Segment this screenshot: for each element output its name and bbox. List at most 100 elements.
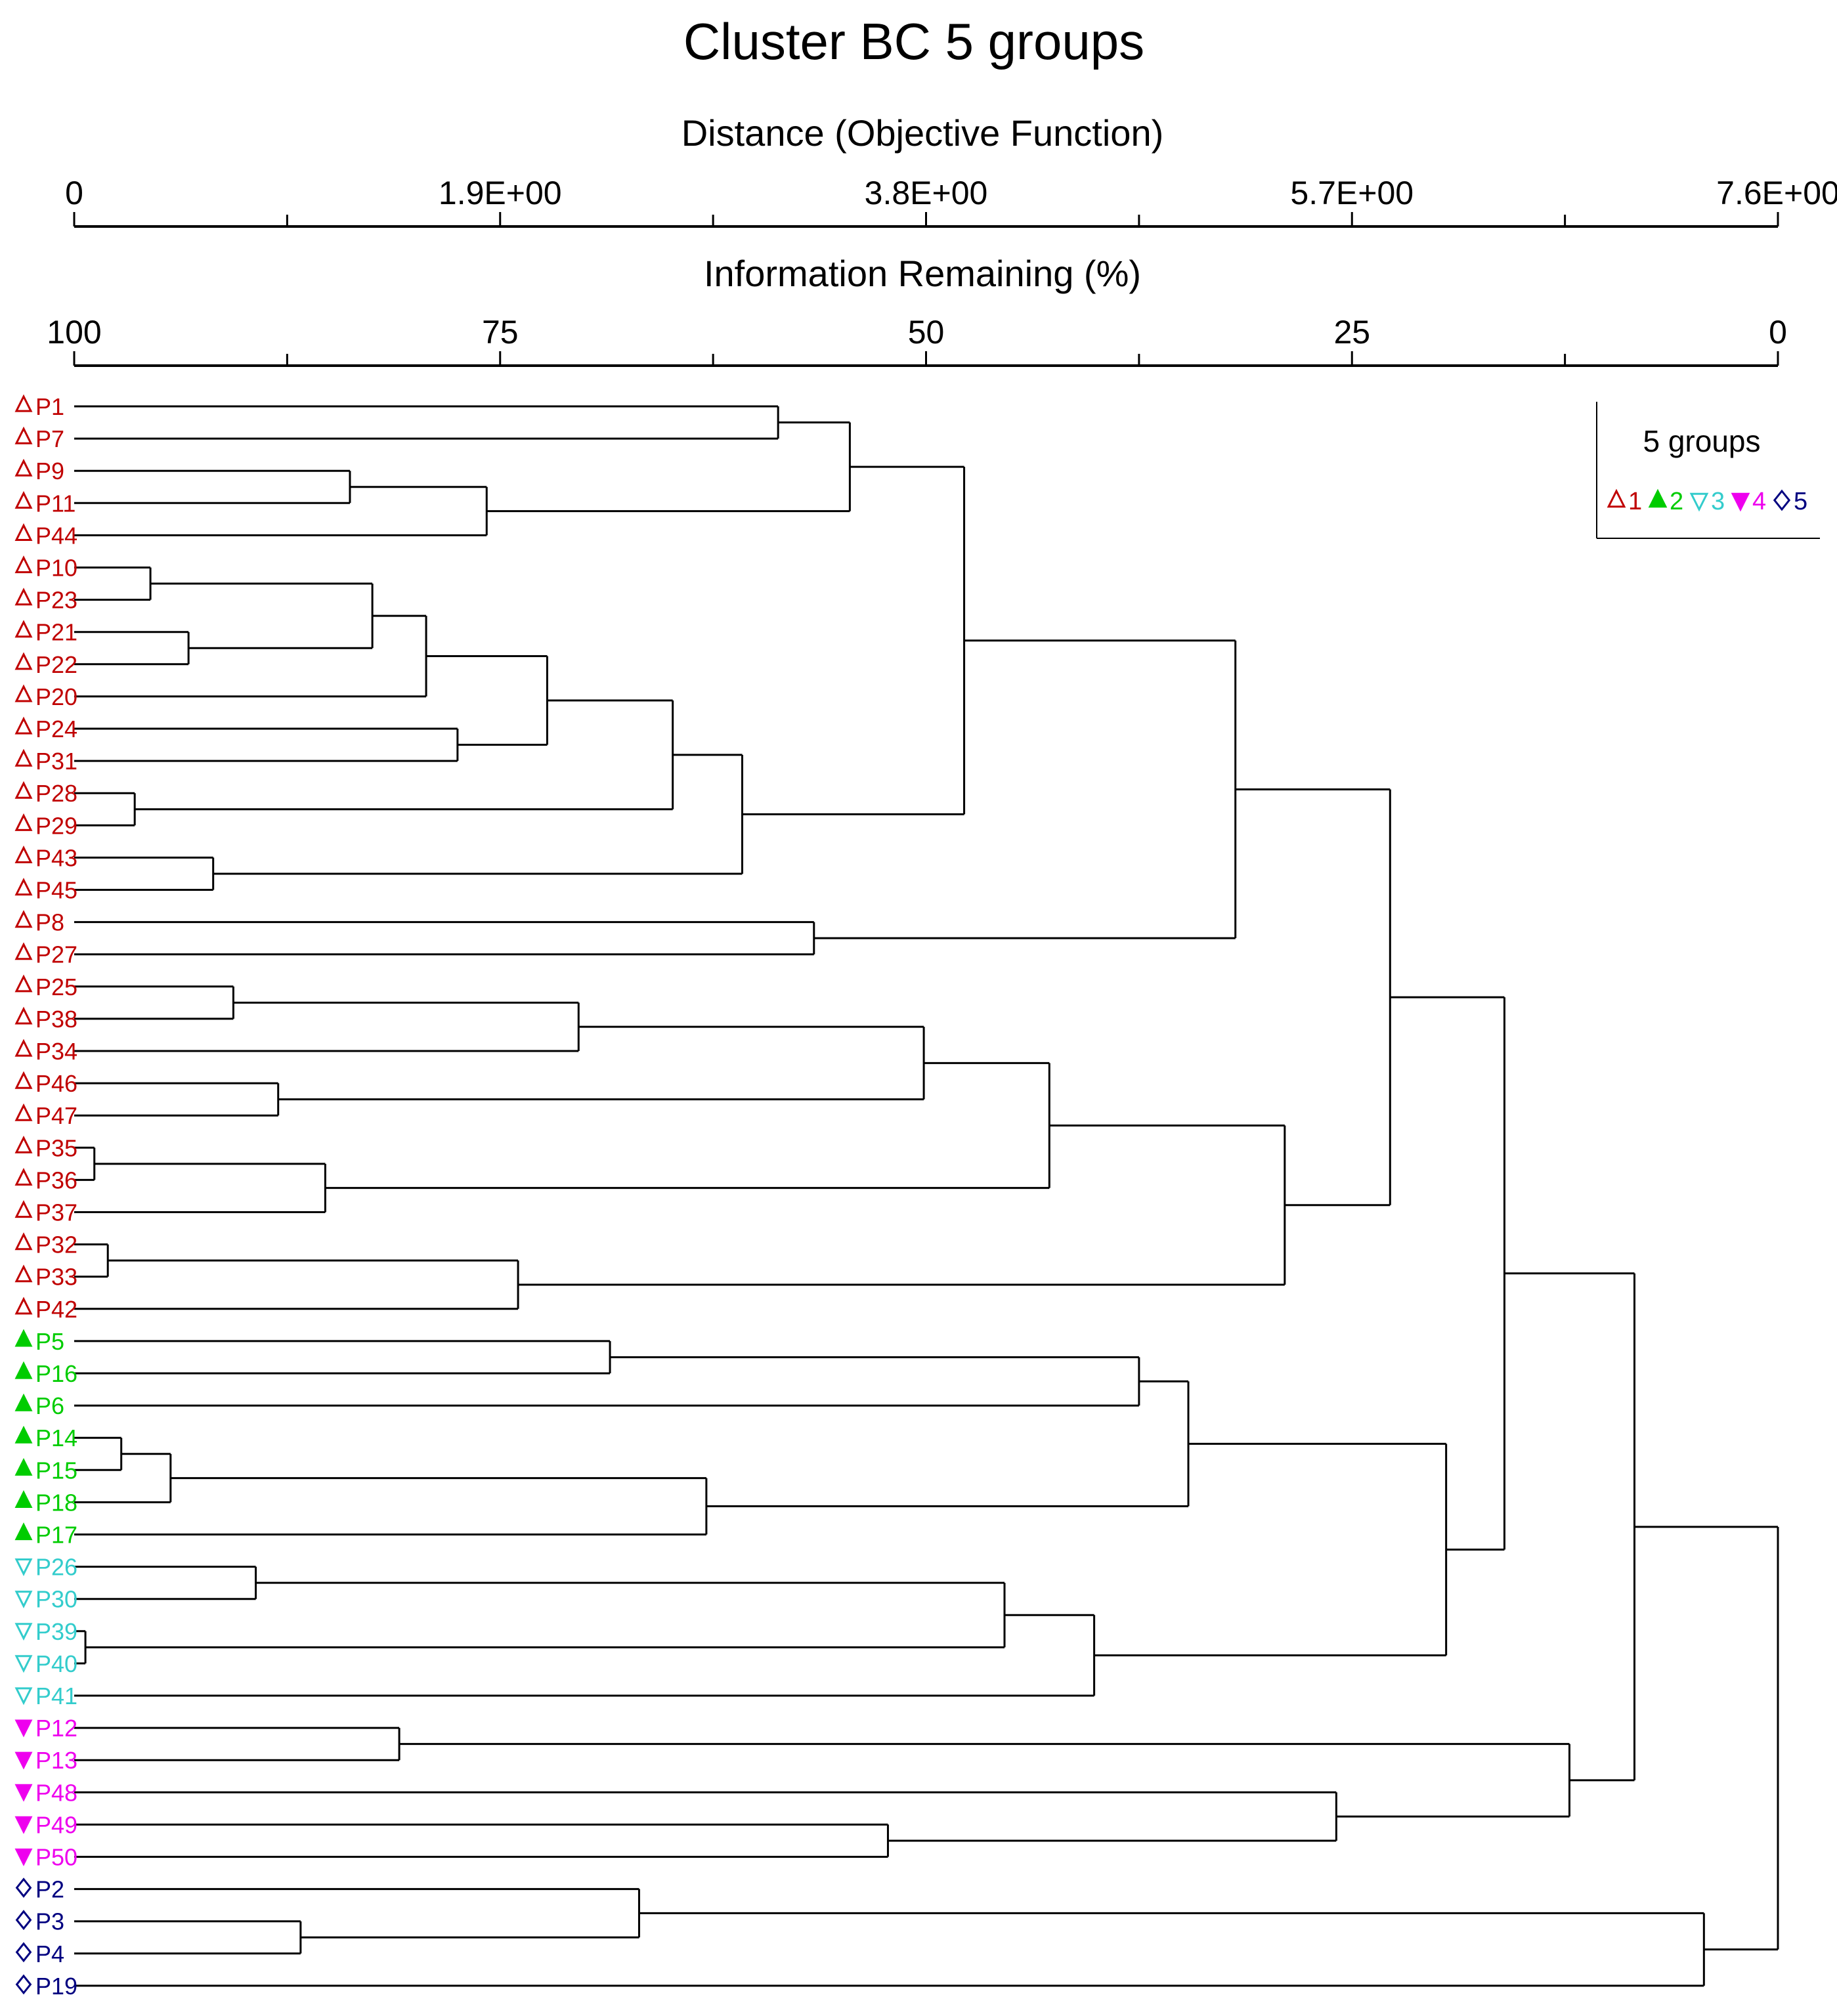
- merge-m30: [74, 1436, 123, 1471]
- leaf-symbol-p22: [14, 652, 33, 670]
- leaf-symbol-p8: [14, 910, 33, 928]
- merge-m1: [74, 405, 779, 440]
- leaf-label-p44: P44: [35, 522, 77, 549]
- leaf-symbol-p5: [14, 1329, 33, 1347]
- leaf-label-p49: P49: [35, 1811, 77, 1838]
- leaf-label-p28: P28: [35, 780, 77, 807]
- leaf-label-p20: P20: [35, 683, 77, 710]
- leaf-label-p25: P25: [35, 974, 77, 1000]
- merge-m23: [74, 1163, 326, 1213]
- leaf-symbol-p39: [14, 1623, 33, 1641]
- leaf-label-p37: P37: [35, 1199, 77, 1226]
- leaf-symbol-p23: [14, 588, 33, 606]
- merge-m32: [74, 1477, 708, 1535]
- leaf-symbol-p37: [14, 1200, 33, 1218]
- leaf-symbol-p19: [15, 1974, 32, 1995]
- merge-m3: [74, 486, 488, 536]
- leaf-symbol-p28: [14, 781, 33, 799]
- leaf-label-p16: P16: [35, 1360, 77, 1387]
- dendrogram-tree: [74, 405, 1779, 1987]
- legend-label-group-1: 1: [1628, 488, 1642, 515]
- merge-m4: [486, 421, 851, 513]
- leaf-label-p10: P10: [35, 555, 77, 582]
- leaf-symbol-p24: [14, 716, 33, 735]
- merge-m45: [1504, 1272, 1635, 1782]
- leaf-symbol-p47: [14, 1103, 33, 1121]
- merge-m9: [74, 727, 459, 762]
- leaf-label-p17: P17: [35, 1522, 77, 1549]
- leaf-symbol-p2: [15, 1877, 32, 1898]
- leaf-label-p8: P8: [35, 909, 64, 936]
- distance-tick-label-0: 0: [65, 175, 83, 211]
- merge-m14: [213, 754, 744, 875]
- leaf-label-p48: P48: [35, 1779, 77, 1806]
- leaf-symbol-p30: [14, 1591, 33, 1609]
- information-axis-title: Information Remaining (%): [704, 253, 1141, 294]
- leaf-symbol-p46: [14, 1071, 33, 1089]
- leaf-label-p3: P3: [35, 1908, 64, 1935]
- information-tick-label-2: 50: [908, 314, 945, 351]
- merge-m38: [1094, 1442, 1448, 1657]
- leaf-label-p30: P30: [35, 1586, 77, 1613]
- distance-tick-label-2: 3.8E+00: [865, 175, 988, 211]
- merge-m20: [74, 1082, 280, 1117]
- merge-m11: [74, 792, 136, 826]
- leaf-label-p41: P41: [35, 1683, 77, 1709]
- leaf-label-p27: P27: [35, 941, 77, 968]
- legend-symbol-group-5: [1773, 489, 1791, 511]
- leaf-label-p34: P34: [35, 1038, 77, 1065]
- leaf-symbol-p31: [14, 748, 33, 767]
- merge-m16: [74, 921, 815, 956]
- leaf-symbol-p12: [14, 1719, 33, 1738]
- merge-m49: [1634, 1526, 1779, 1951]
- distance-axis-title: Distance (Objective Function): [681, 112, 1164, 154]
- leaf-label-p5: P5: [35, 1328, 64, 1355]
- leaf-symbol-p25: [14, 974, 33, 993]
- leaf-label-p23: P23: [35, 587, 77, 614]
- leaf-symbol-p33: [14, 1264, 33, 1283]
- leaf-label-p31: P31: [35, 748, 77, 775]
- leaf-label-p11: P11: [35, 490, 76, 517]
- leaf-symbol-p35: [14, 1135, 33, 1153]
- leaf-symbol-p17: [14, 1522, 33, 1541]
- distance-tick-label-3: 5.7E+00: [1290, 175, 1414, 211]
- merge-m41: [74, 1726, 400, 1761]
- leaf-label-p40: P40: [35, 1650, 77, 1677]
- leaf-symbol-p32: [14, 1232, 33, 1251]
- legend-symbol-group-2: [1648, 488, 1668, 508]
- leaf-symbol-p36: [14, 1168, 33, 1186]
- information-tick-label-0: 100: [47, 314, 101, 351]
- leaf-label-p6: P6: [35, 1392, 64, 1419]
- leaf-symbol-p42: [14, 1297, 33, 1315]
- leaf-symbol-p14: [14, 1425, 33, 1444]
- leaf-symbol-p48: [14, 1784, 33, 1802]
- merge-m47: [74, 1888, 640, 1939]
- leaf-label-p12: P12: [35, 1715, 77, 1742]
- merge-m6: [74, 631, 190, 666]
- distance-tick-label-1: 1.9E+00: [439, 175, 562, 211]
- information-remaining-axis: 100 75 50 25 0: [47, 314, 1787, 367]
- merge-m15: [742, 465, 966, 815]
- legend-label-group-4: 4: [1752, 488, 1766, 515]
- legend-title: 5 groups: [1643, 424, 1760, 458]
- merge-m44: [399, 1743, 1570, 1818]
- leaf-label-p26: P26: [35, 1554, 77, 1581]
- leaf-label-p47: P47: [35, 1102, 77, 1129]
- merge-m48: [74, 1912, 1705, 1987]
- leaf-labels: P1 P7 P9 P11 P44 P10 P23 P21 P22 P20 P24 P31 P28 P29 P…: [14, 393, 77, 2000]
- leaf-symbol-p50: [14, 1848, 33, 1866]
- leaf-symbol-p49: [14, 1816, 33, 1834]
- leaf-label-p4: P4: [35, 1941, 64, 1967]
- legend-label-group-5: 5: [1794, 488, 1807, 515]
- merge-m8: [74, 614, 427, 698]
- information-tick-label-3: 25: [1333, 314, 1370, 351]
- merge-m29: [74, 1356, 1140, 1407]
- leaf-label-p9: P9: [35, 458, 64, 484]
- legend-label-group-3: 3: [1711, 488, 1725, 515]
- merge-m25: [74, 1243, 109, 1278]
- information-tick-label-1: 75: [482, 314, 519, 351]
- merge-m31: [74, 1453, 172, 1503]
- merge-m2: [74, 469, 351, 504]
- legend-symbol-group-1: [1607, 488, 1626, 508]
